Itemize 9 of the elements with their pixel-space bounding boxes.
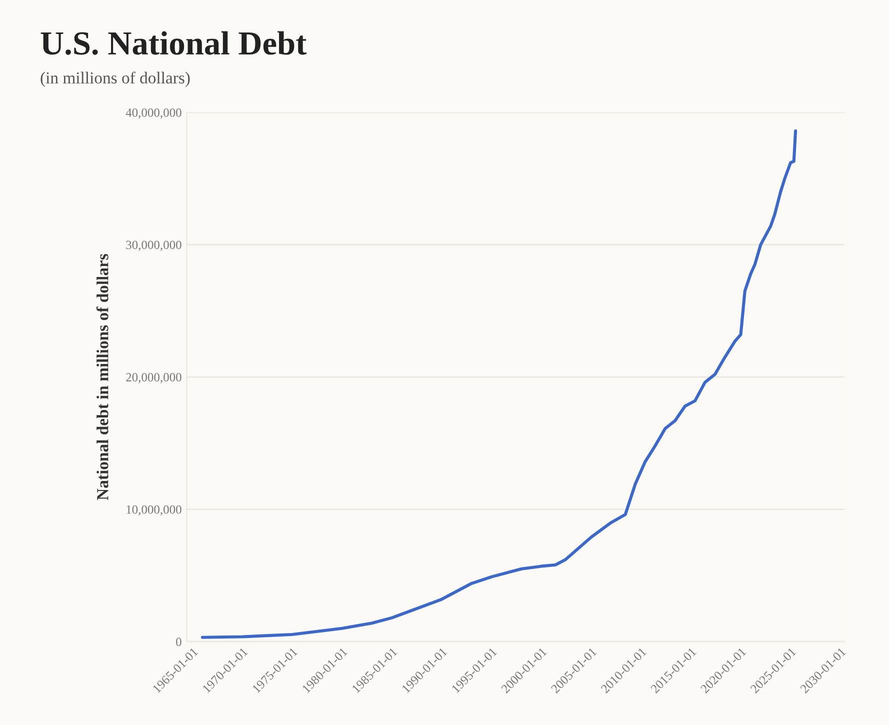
y-tick-label: 10,000,000 — [126, 505, 182, 516]
y-tick-label: 0 — [176, 638, 182, 646]
y-tick-label: 30,000,000 — [126, 240, 182, 251]
y-tick-label: 20,000,000 — [126, 373, 182, 384]
line-series — [200, 129, 798, 639]
chart-subtitle: (in millions of dollars) — [40, 72, 190, 87]
chart-title: U.S. National Debt — [40, 31, 307, 55]
y-axis-title: National debt in millions of dollars — [96, 254, 108, 500]
y-tick-label: 40,000,000 — [126, 108, 182, 119]
